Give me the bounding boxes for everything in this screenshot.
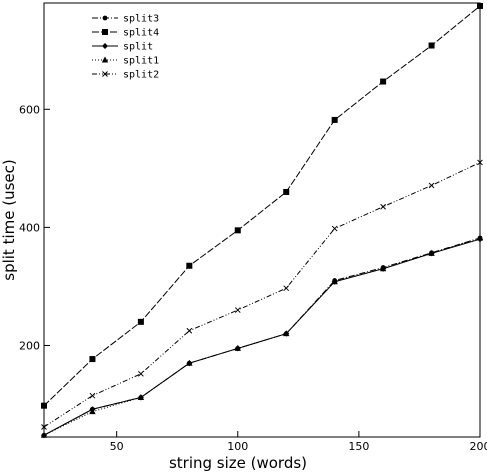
y-tick-label: 600 <box>19 103 40 116</box>
legend-label: split1 <box>123 56 159 67</box>
data-point-split1 <box>40 431 48 438</box>
data-point-split2 <box>186 327 193 334</box>
data-point-split4 <box>477 2 483 9</box>
legend-item-split1: split1 <box>92 56 159 67</box>
series-line-split4 <box>43 5 481 407</box>
legend-item-split4: split4 <box>92 28 159 39</box>
legend-marker <box>102 29 108 35</box>
data-point-split2 <box>283 285 290 292</box>
data-point-split4 <box>331 116 338 123</box>
data-point-split1 <box>89 408 96 415</box>
series-split1 <box>40 234 484 438</box>
legend-marker <box>101 56 109 63</box>
series-split4 <box>41 2 483 409</box>
data-point-split4 <box>186 262 193 269</box>
data-point-split1 <box>186 359 193 366</box>
legend-marker <box>102 15 108 21</box>
series-line-split <box>43 238 481 436</box>
series-split <box>41 236 483 439</box>
x-tick-label: 50 <box>110 440 124 453</box>
data-point-split4 <box>283 188 290 195</box>
legend-item-split3: split3 <box>92 14 159 25</box>
data-point-split1 <box>476 234 484 241</box>
data-point-split4 <box>137 318 144 325</box>
data-point-split4 <box>41 402 47 409</box>
legend-marker <box>102 43 108 49</box>
series-line-split2 <box>43 161 481 428</box>
data-point-split1 <box>137 393 145 400</box>
data-point-split1 <box>331 278 338 285</box>
data-point-split2 <box>380 203 386 210</box>
legend-label: split3 <box>123 14 159 25</box>
data-point-split2 <box>428 182 435 189</box>
data-point-split4 <box>89 356 96 363</box>
legend: split3 split4 split split1 split2 <box>92 14 159 81</box>
series-split2 <box>41 159 483 430</box>
y-axis-title: split time (usec) <box>0 159 18 280</box>
data-point-split2 <box>234 307 241 313</box>
legend-label: split2 <box>123 70 159 81</box>
data-point-split4 <box>428 42 435 49</box>
legend-label: split <box>123 42 153 53</box>
data-point-split4 <box>380 78 387 85</box>
data-point-split1 <box>428 249 435 256</box>
data-point-split2 <box>477 159 483 166</box>
legend-marker <box>102 71 108 77</box>
data-point-split1 <box>283 330 290 337</box>
legend-item-split: split <box>92 42 153 53</box>
x-tick-label: 200 <box>470 440 487 453</box>
x-axis-title: string size (words) <box>169 454 307 472</box>
data-point-split4 <box>234 227 241 234</box>
y-tick-label: 200 <box>19 339 40 352</box>
x-tick-label: 150 <box>348 440 369 453</box>
legend-item-split2: split2 <box>92 70 159 81</box>
data-point-split1 <box>379 265 387 272</box>
x-tick-label: 100 <box>227 440 248 453</box>
data-point-split2 <box>331 225 338 232</box>
series-line-split1 <box>43 237 481 436</box>
legend-label: split4 <box>123 28 159 39</box>
series-layer <box>40 2 484 439</box>
data-point-split1 <box>234 344 241 351</box>
series-line-split3 <box>43 237 481 436</box>
plot-frame <box>43 2 481 438</box>
data-point-split2 <box>89 392 96 399</box>
y-tick-label: 400 <box>19 221 40 234</box>
data-point-split2 <box>138 370 144 377</box>
axes: 50 100 150 200 200 400 600 <box>19 2 487 453</box>
data-point-split2 <box>41 424 47 430</box>
